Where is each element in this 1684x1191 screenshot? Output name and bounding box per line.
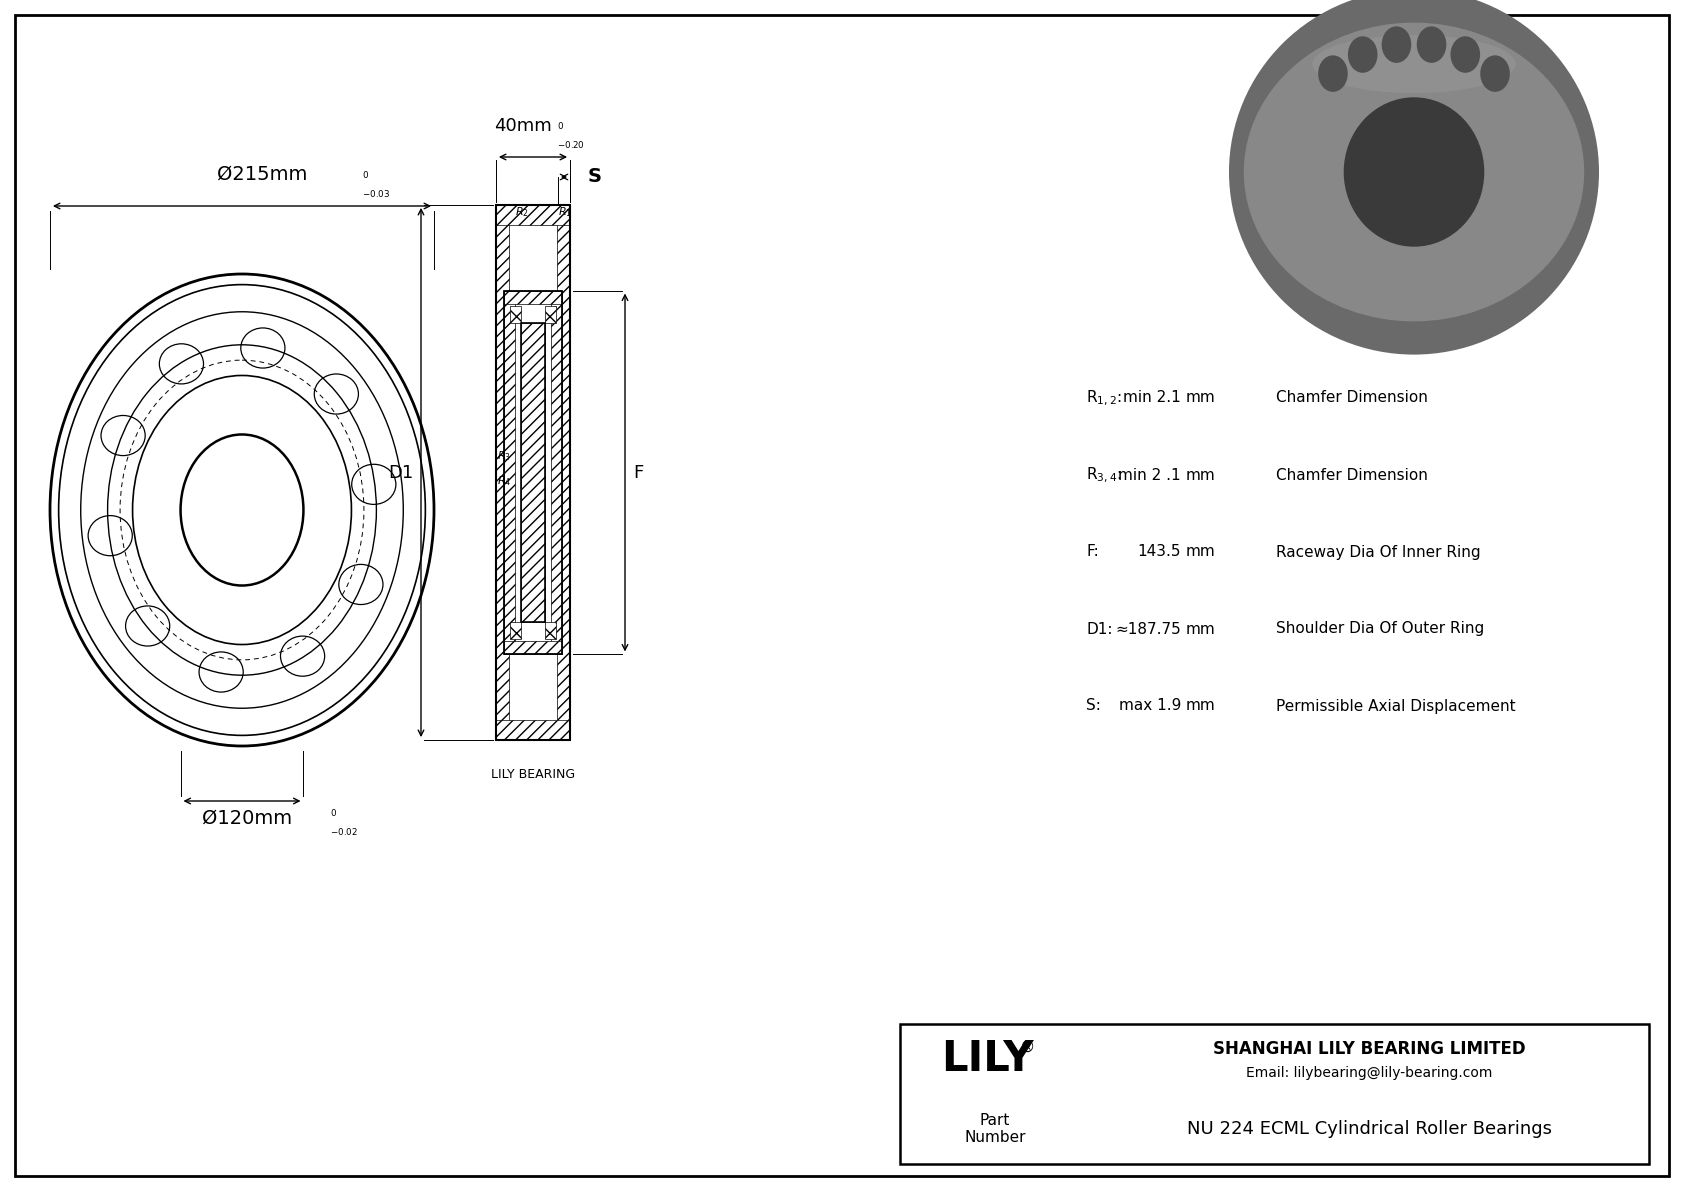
Bar <box>497 205 509 740</box>
Text: $R_3$: $R_3$ <box>497 449 510 462</box>
Text: Email: lilybearing@lily-bearing.com: Email: lilybearing@lily-bearing.com <box>1246 1066 1492 1080</box>
Ellipse shape <box>1347 36 1378 73</box>
Text: $^0$: $^0$ <box>557 121 564 135</box>
Text: $_{-0.02}$: $_{-0.02}$ <box>330 825 359 838</box>
Bar <box>520 323 546 623</box>
Bar <box>899 1024 1649 1164</box>
Bar <box>504 642 562 654</box>
Text: ®: ® <box>1019 1040 1034 1054</box>
Bar <box>510 623 520 640</box>
Ellipse shape <box>1480 55 1511 92</box>
Text: mm: mm <box>1186 622 1216 636</box>
Text: LILY BEARING: LILY BEARING <box>492 768 574 781</box>
Text: R$_{1,2}$:: R$_{1,2}$: <box>1086 388 1122 407</box>
Text: Ø215mm: Ø215mm <box>217 166 306 183</box>
Text: $R_2$: $R_2$ <box>515 205 529 219</box>
Text: mm: mm <box>1186 698 1216 713</box>
Text: 40mm: 40mm <box>493 117 552 135</box>
Text: F:: F: <box>1086 544 1098 560</box>
Text: Chamfer Dimension: Chamfer Dimension <box>1276 391 1428 405</box>
Text: F: F <box>633 463 643 481</box>
Text: Ø120mm: Ø120mm <box>202 809 291 828</box>
Bar <box>557 205 569 740</box>
Ellipse shape <box>1381 26 1411 63</box>
Ellipse shape <box>1319 55 1347 92</box>
Text: mm: mm <box>1186 468 1216 482</box>
Text: S: S <box>588 168 601 187</box>
Ellipse shape <box>1229 0 1600 355</box>
Text: Part
Number: Part Number <box>965 1112 1026 1146</box>
Bar <box>504 291 562 654</box>
Text: Shoulder Dia Of Outer Ring: Shoulder Dia Of Outer Ring <box>1276 622 1484 636</box>
Ellipse shape <box>1344 98 1484 247</box>
Text: LILY: LILY <box>941 1039 1034 1080</box>
Bar <box>510 306 520 323</box>
Text: mm: mm <box>1186 391 1216 405</box>
Text: $^0$: $^0$ <box>362 172 369 183</box>
Text: mm: mm <box>1186 544 1216 560</box>
Bar <box>546 623 556 640</box>
Text: $_{-0.20}$: $_{-0.20}$ <box>557 138 584 151</box>
Bar <box>546 306 556 323</box>
Text: NU 224 ECML Cylindrical Roller Bearings: NU 224 ECML Cylindrical Roller Bearings <box>1187 1120 1553 1137</box>
Ellipse shape <box>1416 26 1447 63</box>
Bar <box>497 205 569 225</box>
Text: ≈187.75: ≈187.75 <box>1115 622 1180 636</box>
Text: Chamfer Dimension: Chamfer Dimension <box>1276 468 1428 482</box>
Bar <box>504 291 515 654</box>
Text: min 2.1: min 2.1 <box>1123 391 1180 405</box>
Text: D1: D1 <box>387 463 413 481</box>
Text: Raceway Dia Of Inner Ring: Raceway Dia Of Inner Ring <box>1276 544 1480 560</box>
Text: R$_{3,4}$:: R$_{3,4}$: <box>1086 466 1122 485</box>
Text: $R_4$: $R_4$ <box>497 474 512 488</box>
Text: S:: S: <box>1086 698 1101 713</box>
Text: $R_1$: $R_1$ <box>557 205 573 219</box>
Text: SHANGHAI LILY BEARING LIMITED: SHANGHAI LILY BEARING LIMITED <box>1212 1040 1526 1058</box>
Text: $_{-0.03}$: $_{-0.03}$ <box>362 187 391 200</box>
Ellipse shape <box>1244 23 1585 322</box>
Bar <box>497 721 569 740</box>
Bar <box>504 291 562 304</box>
Ellipse shape <box>1450 36 1480 73</box>
Text: min 2 .1: min 2 .1 <box>1118 468 1180 482</box>
Bar <box>520 323 546 623</box>
Ellipse shape <box>1312 35 1516 93</box>
Bar <box>497 205 569 740</box>
Text: Permissible Axial Displacement: Permissible Axial Displacement <box>1276 698 1516 713</box>
Text: $^0$: $^0$ <box>330 809 337 822</box>
Text: 143.5: 143.5 <box>1137 544 1180 560</box>
Bar <box>551 291 562 654</box>
Text: D1:: D1: <box>1086 622 1113 636</box>
Text: max 1.9: max 1.9 <box>1118 698 1180 713</box>
